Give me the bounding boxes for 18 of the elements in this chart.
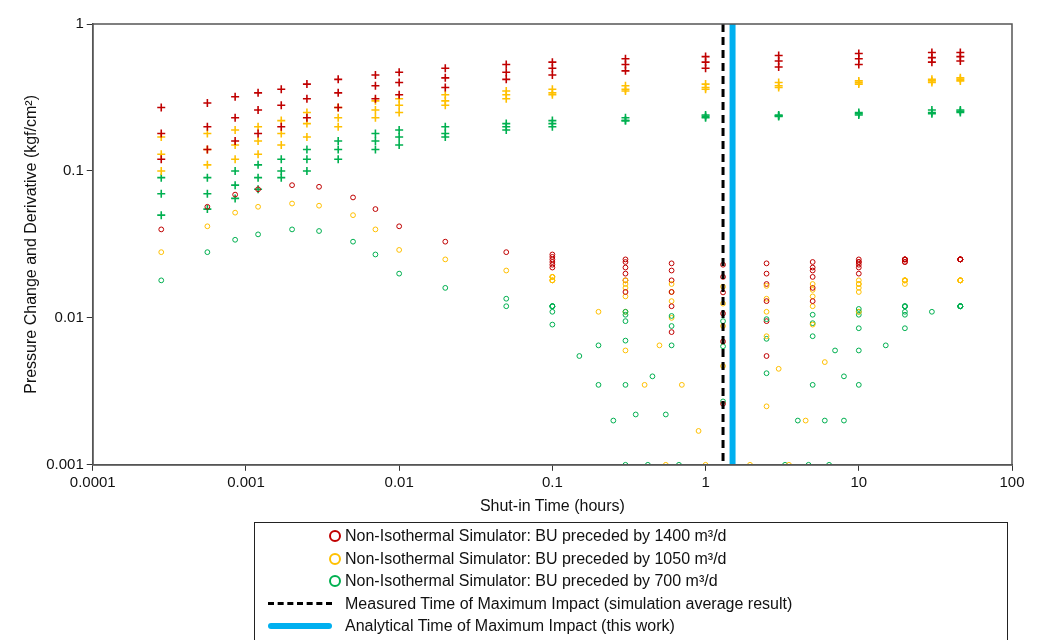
x-tick-label: 0.001: [227, 472, 265, 490]
x-tick-label: 100: [999, 472, 1025, 490]
y-tick-label: 0.001: [46, 454, 84, 472]
x-tick-label: 0.0001: [69, 472, 116, 490]
x-tick-label: 10: [850, 472, 868, 490]
legend-label: Non-Isothermal Simulator: BU preceded by 700 m³/d: [345, 572, 718, 591]
legend-label: Analytical Time of Maximum Impact (this work): [345, 617, 675, 636]
legend-label: Measured Time of Maximum Impact (simulation average result): [345, 594, 793, 613]
x-axis-title: Shut-in Time (hours): [479, 496, 625, 514]
x-tick-label: 0.1: [541, 472, 563, 490]
x-tick-label: 1: [701, 472, 710, 490]
y-axis-title: Pressure Change and Derivative (kgf/cm²): [22, 95, 40, 394]
y-tick-label: 0.1: [62, 161, 84, 179]
legend-label: Non-Isothermal Simulator: BU preceded by 1050 m³/d: [345, 549, 727, 568]
y-tick-label: 1: [75, 14, 84, 32]
x-tick-label: 0.01: [384, 472, 414, 490]
legend-label: Non-Isothermal Simulator: BU preceded by 1400 m³/d: [345, 527, 727, 546]
y-tick-label: 0.01: [54, 308, 84, 326]
